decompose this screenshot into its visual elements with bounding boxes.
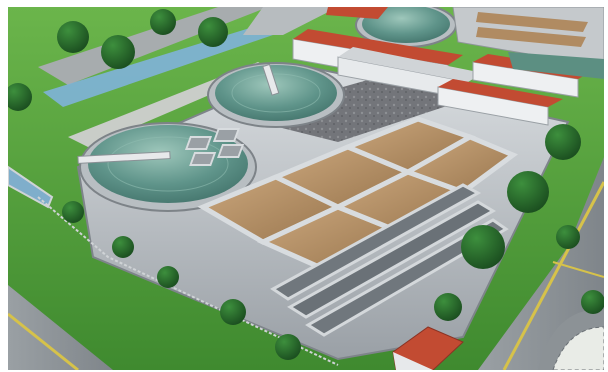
wastewater-plant-illustration xyxy=(8,7,604,370)
buildings xyxy=(292,7,604,126)
roundabout-center xyxy=(552,326,604,370)
small-building-bottom xyxy=(392,326,464,370)
road-right-crossline xyxy=(552,261,604,278)
clarifier-back xyxy=(355,7,457,48)
path-top-right xyxy=(243,7,338,35)
perimeter-channel-left xyxy=(8,165,54,209)
aeration-basins xyxy=(197,116,519,273)
trees xyxy=(8,9,604,360)
blue-channel xyxy=(43,27,273,107)
road-left xyxy=(8,285,113,370)
clarifier-middle xyxy=(207,62,345,128)
perimeter-fence xyxy=(37,196,339,366)
road-right-line xyxy=(502,181,604,370)
distribution-boxes xyxy=(184,128,245,166)
road-left-line xyxy=(8,312,79,370)
image-frame xyxy=(8,7,604,370)
filter-channels xyxy=(270,183,509,337)
